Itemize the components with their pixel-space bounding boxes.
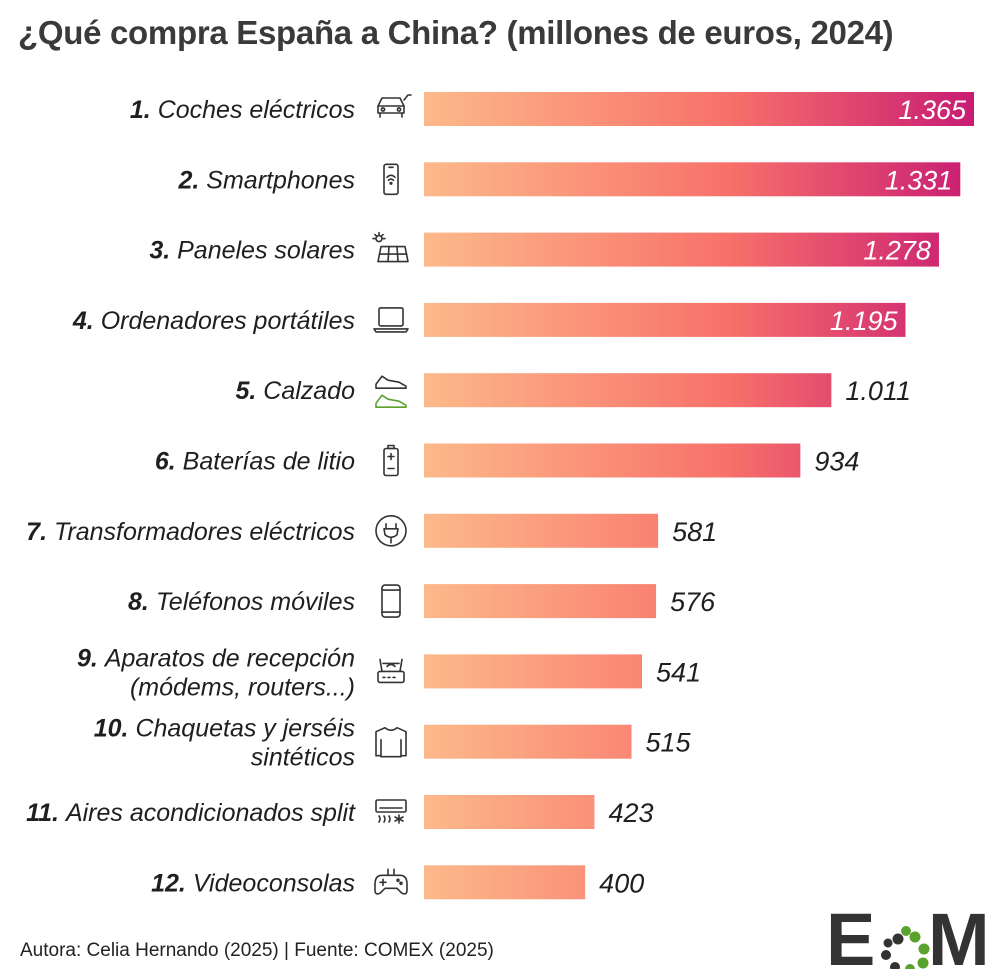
value-label: 576 [670,587,716,617]
router-icon [377,658,405,684]
category-label: 4. Ordenadores portátiles [72,307,355,335]
logo-letter-m: M [928,903,986,969]
value-label: 934 [814,447,859,477]
value-label: 1.331 [885,165,953,195]
logo-dot-ring [881,926,930,969]
category-label: 3. Paneles solares [149,237,355,265]
category-name: Aparatos de recepción [103,644,355,672]
bar [424,373,832,408]
sweater-icon [375,726,407,758]
category-name: Coches eléctricos [158,96,355,124]
category-rank: 1. [130,96,158,124]
laptop-icon [373,307,409,333]
category-name: Baterías de litio [183,448,355,476]
category-rank: 8. [128,588,156,616]
category-name: Ordenadores portátiles [101,307,355,335]
bar [424,232,939,267]
category-name: Paneles solares [177,237,355,265]
category-rank: 11. [26,799,66,827]
category-name: Smartphones [206,166,355,194]
bar [424,443,801,478]
category-label: 8. Teléfonos móviles [128,588,355,616]
value-label: 1.011 [845,376,911,406]
category-label: 1. Coches eléctricos [130,96,355,124]
gamepad-icon [374,868,408,895]
mobile-phone-icon [381,584,401,618]
category-name: Calzado [263,377,355,405]
electric-car-icon [377,94,412,118]
bar [424,795,595,829]
value-label: 1.195 [830,306,899,336]
bar [424,724,632,759]
bar [424,584,657,619]
bar [424,513,659,548]
category-rank: 12. [151,869,193,897]
value-label: 581 [672,517,717,547]
category-label: 9. Aparatos de recepción [77,644,355,672]
category-rank: 2. [178,166,207,194]
category-rank: 3. [149,237,177,265]
category-label: 12. Videoconsolas [151,869,355,897]
bar [424,162,961,197]
bar [424,865,586,900]
category-label: 6. Baterías de litio [155,448,355,476]
category-label: 7. Transformadores eléctricos [26,518,355,546]
air-conditioner-icon [375,799,407,824]
category-rank: 5. [235,377,263,405]
value-label: 423 [608,798,653,828]
category-name: Transformadores eléctricos [54,518,355,546]
category-label: 2. Smartphones [178,166,356,194]
bar-chart: 1. Coches eléctricos 1.365 2. Smartphones 1… [26,92,974,900]
chart-title: ¿Qué compra España a China? (millones de… [18,14,894,51]
eom-logo: E M [826,903,986,969]
category-name: Chaquetas y jerséis [135,715,355,743]
category-name: Videoconsolas [193,869,355,897]
value-label: 1.278 [863,236,931,266]
smartphone-icon [383,163,399,196]
category-label: 10. Chaquetas y jerséis [94,715,355,743]
plug-icon [375,514,407,547]
category-rank: 9. [77,644,105,672]
source-credit: Autora: Celia Hernando (2025) | Fuente: … [20,940,494,961]
battery-icon [383,444,399,477]
category-label: 5. Calzado [235,377,355,405]
category-label-line2: sintéticos [251,744,355,772]
logo-letter-e: E [826,903,875,969]
bar [424,302,906,337]
solar-panel-icon [372,231,409,263]
value-label: 515 [646,728,692,758]
bar [424,92,974,126]
category-label-line2: (módems, routers...) [130,673,355,701]
category-rank: 7. [26,518,54,546]
category-label: 11. Aires acondicionados split [26,799,356,827]
bar [424,654,642,689]
value-label: 541 [656,657,701,687]
category-name: Teléfonos móviles [156,588,355,616]
sneakers-icon [375,375,407,409]
value-label: 1.365 [898,95,967,125]
category-rank: 4. [72,307,101,335]
value-label: 400 [599,868,644,898]
category-rank: 6. [155,448,183,476]
category-name: Aires acondicionados split [64,799,356,827]
category-rank: 10. [94,715,136,743]
